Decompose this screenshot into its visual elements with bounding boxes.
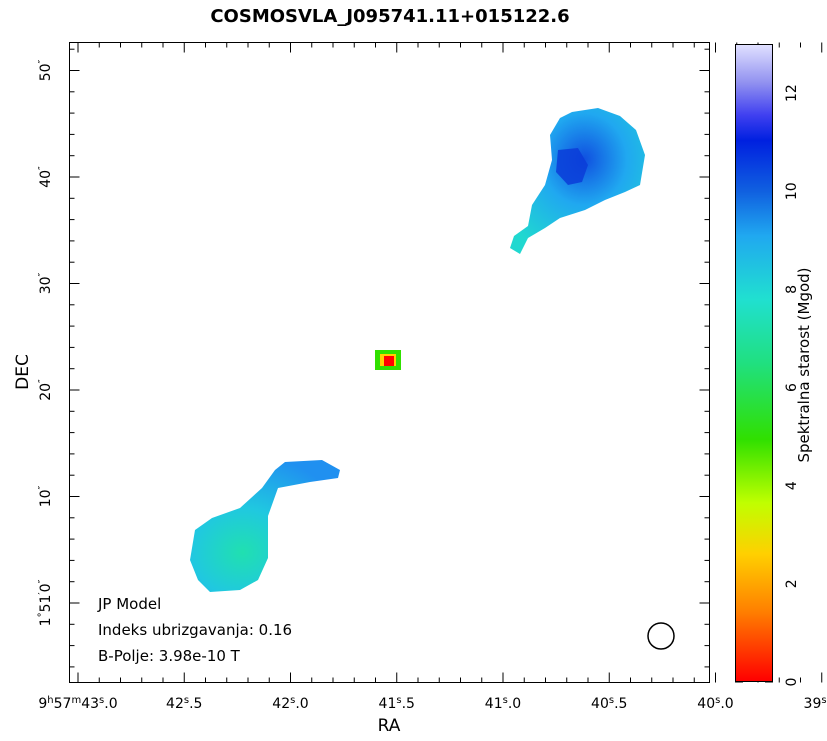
colorbar-tick-label: 10 [784, 182, 800, 200]
colorbar [735, 44, 773, 682]
x-tick-label: 40s.0 [697, 695, 733, 713]
b-field-annotation: B-Polje: 3.98e-10 T [98, 647, 240, 665]
y-axis-label: DEC [13, 354, 33, 390]
model-annotation: JP Model [98, 595, 162, 613]
x-tick-label: 42s.0 [272, 695, 308, 713]
x-tick-label: 9h57m43s.0 [38, 695, 117, 713]
x-axis-label: RA [377, 716, 401, 736]
colorbar-label: Spektralna starost (Mgod) [795, 267, 813, 463]
y-tick-label: 50″ [37, 59, 55, 81]
y-tick-label: 20″ [37, 379, 55, 401]
north-east-lobe-bright-spot [556, 148, 588, 185]
colorbar-tick-label: 8 [784, 285, 800, 294]
colorbar-tick-label: 12 [784, 84, 800, 102]
y-tick-label: 40″ [37, 166, 55, 188]
y-tick-label: 30″ [37, 272, 55, 294]
core [375, 350, 401, 370]
injection-index-annotation: Indeks ubrizgavanja: 0.16 [98, 621, 293, 639]
x-tick-label: 41s.0 [485, 695, 521, 713]
colorbar-tick-label: 6 [784, 383, 800, 392]
y-tick-label: 1°51′0″ [37, 579, 55, 626]
x-tick-label: 41s.5 [379, 695, 415, 713]
beam-ellipse [647, 622, 675, 650]
colorbar-tick-label: 0 [784, 678, 800, 687]
x-tick-label: 42s.5 [166, 695, 202, 713]
y-tick-label: 10″ [37, 485, 55, 507]
x-tick-label: 39s.5 [804, 695, 827, 713]
x-tick-label: 40s.5 [591, 695, 627, 713]
colorbar-tick-label: 4 [784, 481, 800, 490]
chart-title: COSMOSVLA_J095741.11+015122.6 [210, 6, 570, 27]
colorbar-tick-label: 2 [784, 579, 800, 588]
south-west-lobe [190, 460, 340, 592]
